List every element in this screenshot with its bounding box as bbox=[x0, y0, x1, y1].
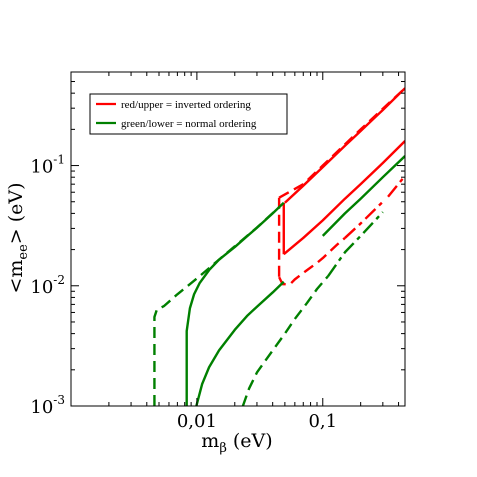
series-curve-3 bbox=[278, 87, 405, 199]
y-axis-label: <mee> (eV) bbox=[5, 182, 31, 293]
x-axis-label: mβ (eV) bbox=[201, 430, 272, 456]
plot-frame bbox=[70, 71, 406, 407]
y-tick-label: 10-1 bbox=[30, 153, 65, 178]
series-curve-12 bbox=[241, 275, 329, 406]
series-curve-5 bbox=[278, 237, 346, 286]
series-curve-2 bbox=[283, 140, 405, 256]
axis-ticks bbox=[70, 71, 405, 407]
curves bbox=[153, 87, 405, 406]
legend: red/upper = inverted ordering green/lowe… bbox=[89, 93, 288, 135]
series-curve-13 bbox=[327, 211, 384, 277]
series-curve-6 bbox=[344, 200, 384, 239]
series-curve-11 bbox=[153, 206, 280, 406]
x-tick-label: 0,01 bbox=[177, 411, 217, 432]
series-curve-10 bbox=[321, 155, 405, 237]
series-curve-7 bbox=[387, 175, 405, 198]
legend-entry-normal: green/lower = normal ordering bbox=[121, 118, 257, 130]
y-tick-label: 10-3 bbox=[30, 393, 65, 418]
legend-box bbox=[89, 93, 288, 135]
y-tick-label: 10-2 bbox=[30, 273, 65, 298]
legend-entry-inverted: red/upper = inverted ordering bbox=[121, 99, 251, 111]
series-curve-9 bbox=[195, 280, 285, 406]
tick-labels: 0,01 0,1 10-3 10-2 10-1 bbox=[30, 153, 337, 432]
x-tick-label: 0,1 bbox=[308, 411, 337, 432]
